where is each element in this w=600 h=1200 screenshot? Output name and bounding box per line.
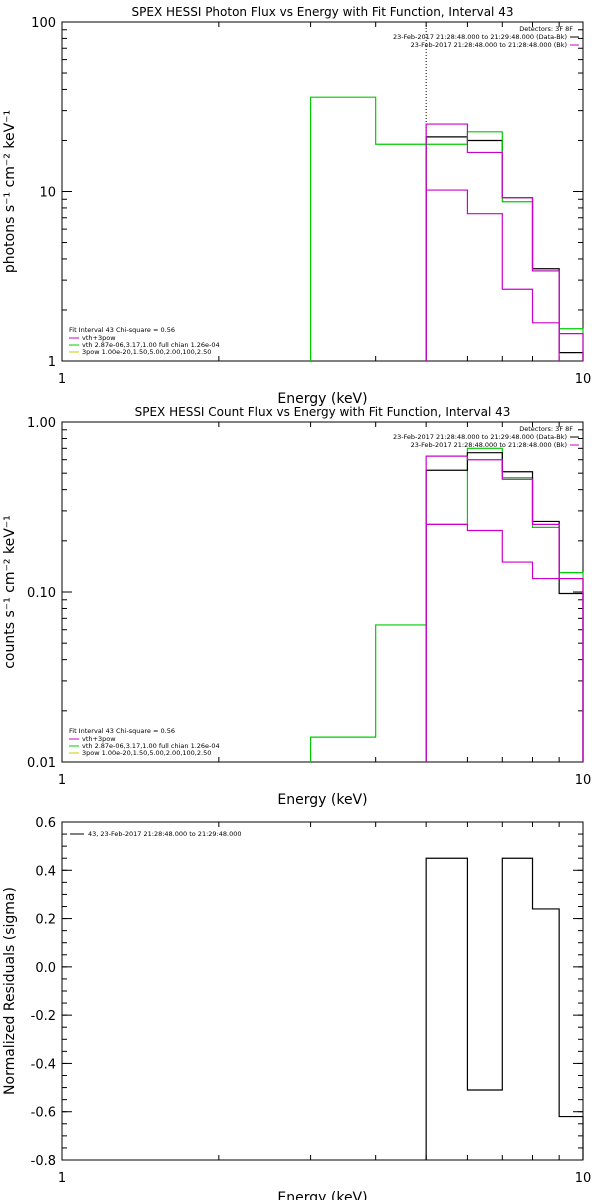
series-line	[309, 447, 584, 762]
legend-entry-label: vth+3pow	[82, 735, 116, 743]
x-tick-label: 10	[575, 372, 592, 387]
legend-entry-label: vth 2.87e-06,3.17,1.00 full chian 1.26e-…	[82, 742, 220, 750]
series-line	[425, 452, 584, 762]
y-tick-label: 0.0	[35, 961, 56, 976]
legend-entry-label: 3pow 1.00e-20,1.50,5.00,2.00,100,2.50	[82, 348, 211, 356]
series-line	[425, 857, 584, 1160]
y-tick-label: 0.10	[27, 586, 56, 601]
y-tick-label: 10	[39, 186, 56, 201]
x-tick-label: 10	[575, 1171, 592, 1186]
legend-header: Detectors: 3F 8F	[519, 25, 573, 33]
x-tick-label: 10	[575, 773, 592, 788]
chart-title: SPEX HESSI Count Flux vs Energy with Fit…	[135, 405, 511, 419]
y-tick-label: 1.00	[27, 416, 56, 431]
series-line	[425, 455, 584, 762]
x-axis-label: Energy (keV)	[277, 792, 367, 808]
legend-entry-label: vth+3pow	[82, 334, 116, 342]
legend-entry-label: vth 2.87e-06,3.17,1.00 full chian 1.26e-…	[82, 341, 220, 349]
y-tick-label: 100	[31, 16, 56, 31]
x-axis-label: Energy (keV)	[277, 391, 367, 407]
chart-panel-3: 1 10 Energy (keV) 0.6 0.4 0.2 0.0 -0.2 -0.4 -0.6 -…	[2, 816, 591, 1200]
legend-entry-label: 43, 23-Feb-2017 21:28:48.000 to 21:29:48…	[88, 830, 241, 838]
series-line	[425, 189, 560, 361]
x-tick-label: 1	[58, 372, 66, 387]
legend-entry-label: 23-Feb-2017 21:28:48.000 to 21:29:48.000…	[393, 433, 567, 441]
chart-title: SPEX HESSI Photon Flux vs Energy with Fi…	[132, 5, 514, 19]
y-tick-label: -0.4	[31, 1057, 56, 1072]
legend-header: Detectors: 3F 8F	[519, 425, 573, 433]
plot-frame	[61, 821, 584, 1161]
legend-entry-label: 23-Feb-2017 21:28:48.000 to 21:28:48.000…	[411, 41, 567, 49]
chart-panel-2: SPEX HESSI Count Flux vs Energy with Fit…	[2, 405, 591, 808]
legend-entry-label: 3pow 1.00e-20,1.50,5.00,2.00,100,2.50	[82, 749, 211, 757]
legend-entry-label: 23-Feb-2017 21:28:48.000 to 21:29:48.000…	[393, 33, 567, 41]
y-tick-label: -0.8	[31, 1154, 56, 1169]
y-tick-label: 0.6	[35, 816, 56, 831]
y-tick-label: 1	[48, 355, 56, 370]
x-tick-label: 1	[58, 773, 66, 788]
legend-header: Fit Interval 43 Chi-square = 0.56	[69, 727, 175, 735]
y-tick-label: 0.4	[35, 864, 56, 879]
y-axis-label: photons s⁻¹ cm⁻² keV⁻¹	[2, 110, 18, 273]
x-tick-label: 1	[58, 1171, 66, 1186]
y-tick-label: -0.2	[31, 1009, 56, 1024]
plot-frame	[61, 21, 584, 362]
y-axis-label: counts s⁻¹ cm⁻² keV⁻¹	[2, 515, 18, 669]
x-axis-label: Energy (keV)	[277, 1190, 367, 1200]
chart-panel-1: SPEX HESSI Photon Flux vs Energy with Fi…	[2, 5, 591, 407]
plot-frame	[61, 421, 584, 763]
legend-header: Fit Interval 43 Chi-square = 0.56	[69, 326, 175, 334]
series-line	[425, 123, 584, 361]
legend-entry-label: 23-Feb-2017 21:28:48.000 to 21:28:48.000…	[411, 441, 567, 449]
y-axis-label: Normalized Residuals (sigma)	[2, 887, 18, 1095]
y-tick-label: 0.2	[35, 913, 56, 928]
y-tick-label: 0.01	[27, 756, 56, 771]
y-tick-label: -0.6	[31, 1106, 56, 1121]
series-line	[425, 523, 584, 762]
